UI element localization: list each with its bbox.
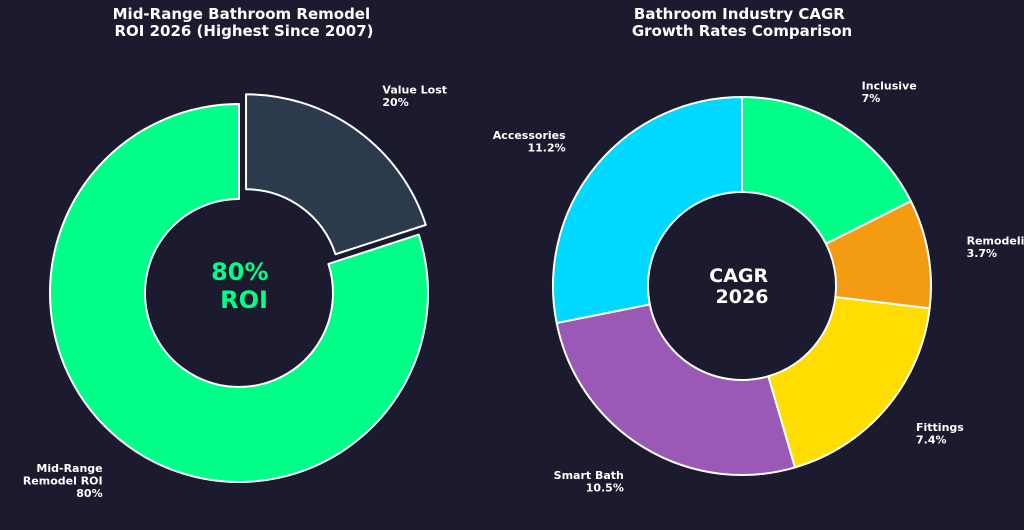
slice-smart-bath [555, 303, 796, 476]
roi-slices [49, 93, 429, 483]
slice-inclusive [741, 96, 912, 245]
slice-mid-range-remodel-roi [49, 103, 429, 483]
roi-slice-labels: Mid-Range Remodel ROI 80%Value Lost 20% [23, 83, 447, 500]
slice-value-value-lost: 20% [382, 96, 408, 109]
slice-name-inclusive: Inclusive [862, 80, 917, 93]
roi-center-line-1: 80% [211, 258, 268, 286]
slice-label-remodeling: Remodeling3.7% [967, 234, 1024, 260]
slice-name-fittings: Fittings [916, 421, 964, 434]
cagr-slices [552, 96, 932, 476]
slice-name-value-lost: Value Lost [382, 83, 447, 96]
cagr-chart-title-line-2: Growth Rates Comparison [632, 22, 852, 40]
cagr-center-line-1: CAGR [709, 265, 768, 287]
slice-label-accessories: Accessories 11.2% [493, 129, 566, 155]
slice-name-mid-range-remodel-roi: Remodel ROI [23, 475, 103, 488]
slice-label-fittings: Fittings 7.4% [916, 421, 964, 447]
cagr-donut-chart: Bathroom Industry CAGR Growth Rates Comp… [493, 5, 1024, 494]
roi-center-line-2: ROI [220, 286, 268, 314]
slice-value-smart-bath: 10.5% [586, 481, 624, 494]
cagr-chart-title-line-1: Bathroom Industry CAGR [634, 5, 845, 23]
slice-value-fittings: 7.4% [916, 434, 947, 447]
slice-accessories [552, 96, 743, 325]
roi-chart-title: Mid-Range Bathroom Remodel ROI 2026 (Hig… [113, 5, 376, 40]
slice-label-mid-range-remodel-roi: Mid-Range Remodel ROI 80% [23, 462, 103, 500]
slice-name-accessories: Accessories [493, 129, 566, 142]
slice-value-accessories: 11.2% [528, 142, 566, 155]
roi-chart-title-line-2: ROI 2026 (Highest Since 2007) [114, 22, 373, 40]
slice-label-value-lost: Value Lost 20% [382, 83, 447, 109]
slice-label-smart-bath: Smart Bath 10.5% [554, 469, 624, 495]
cagr-center-line-2: 2026 [716, 286, 769, 308]
slice-value-mid-range-remodel-roi: 80% [76, 487, 102, 500]
roi-center-label: 80% ROI [211, 258, 277, 314]
slice-value-lost [245, 93, 427, 256]
slice-name-remodeling: Remodeling [967, 234, 1024, 247]
roi-chart-title-line-1: Mid-Range Bathroom Remodel [113, 5, 371, 23]
slice-label-inclusive: Inclusive 7% [862, 80, 917, 106]
cagr-center-label: CAGR 2026 [709, 265, 775, 308]
slice-value-remodeling: 3.7% [967, 247, 998, 260]
cagr-chart-title: Bathroom Industry CAGR Growth Rates Comp… [632, 5, 852, 40]
slice-fittings [767, 296, 931, 469]
roi-donut-chart: Mid-Range Bathroom Remodel ROI 2026 (Hig… [23, 5, 447, 500]
slice-value-inclusive: 7% [862, 92, 881, 105]
slice-name-smart-bath: Smart Bath [554, 469, 624, 482]
slice-name-mid-range-remodel-roi: Mid-Range [36, 462, 102, 475]
